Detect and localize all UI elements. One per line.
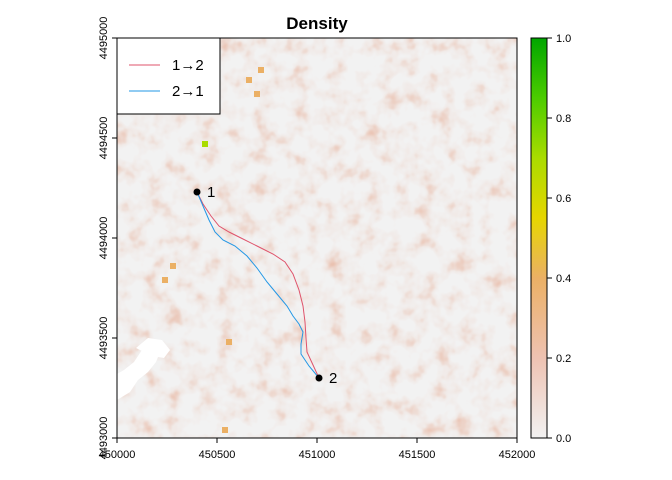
colorbar-tick-label: 0.0 [556, 433, 571, 445]
legend-label-1-to-2: 1→2 [172, 57, 204, 74]
density-hotspot [226, 339, 232, 345]
legend-label-2-to-1: 2→1 [172, 83, 204, 100]
colorbar-tick-label: 0.8 [556, 113, 571, 125]
route-line-1-to-2 [196, 191, 320, 379]
x-tick-label: 451500 [399, 449, 436, 461]
no-data-area [117, 346, 160, 400]
x-tick-label: 452000 [499, 449, 536, 461]
legend[interactable]: 1→2 2→1 [116, 37, 221, 115]
density-hotspot [246, 77, 252, 83]
colorbar-ramp [530, 37, 548, 439]
density-hotspot [254, 91, 260, 97]
x-tick-label: 451000 [299, 449, 336, 461]
colorbar-tick-label: 0.2 [556, 353, 571, 365]
colorbar: 0.0 0.2 0.4 0.6 0.8 1.0 [530, 33, 571, 445]
x-tick-label: 450000 [99, 449, 136, 461]
y-tick-label: 4495000 [98, 17, 110, 60]
density-hotspot [162, 277, 168, 283]
location-label-1: 1 [207, 184, 215, 201]
y-tick-label: 4493000 [98, 417, 110, 460]
density-highlights [162, 67, 264, 433]
chart-title: Density [286, 14, 348, 33]
location-point-1 [193, 188, 201, 196]
y-tick-label: 4493500 [98, 317, 110, 360]
density-hotspot [222, 427, 228, 433]
x-axis: 450000 450500 451000 451500 452000 [99, 438, 536, 461]
colorbar-tick-label: 1.0 [556, 33, 571, 45]
colorbar-tick-label: 0.4 [556, 273, 571, 285]
series-layer [196, 191, 320, 379]
x-tick-label: 450500 [199, 449, 236, 461]
route-line-2-to-1 [196, 191, 320, 379]
density-hotspot [202, 141, 208, 147]
no-data-area [136, 338, 170, 358]
colorbar-ticks: 0.0 0.2 0.4 0.6 0.8 1.0 [547, 33, 571, 445]
y-tick-label: 4494500 [98, 117, 110, 160]
density-hotspot [258, 67, 264, 73]
legend-box [116, 37, 221, 115]
y-axis: 4493000 4493500 4494000 4494500 4495000 [98, 17, 117, 460]
location-point-2 [315, 374, 323, 382]
density-hotspot [170, 263, 176, 269]
points-layer: 12 [193, 184, 337, 387]
y-tick-label: 4494000 [98, 217, 110, 260]
colorbar-tick-label: 0.6 [556, 193, 571, 205]
location-label-2: 2 [329, 370, 337, 387]
